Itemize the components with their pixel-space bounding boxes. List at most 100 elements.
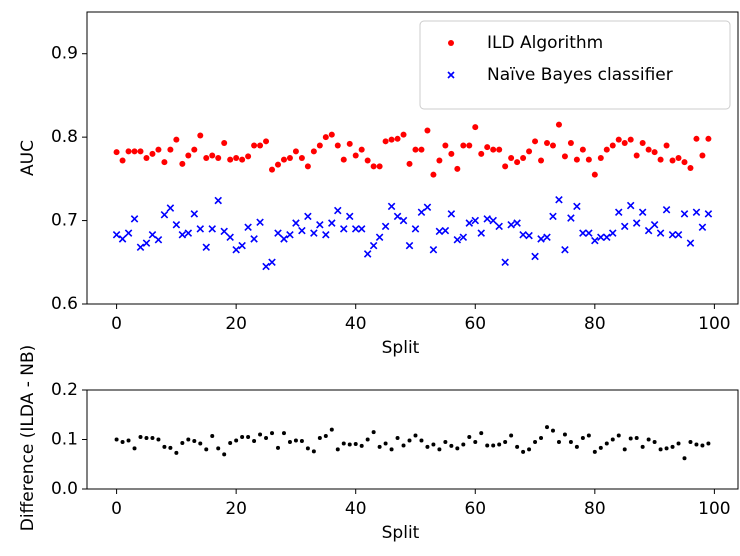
- point: [567, 139, 574, 146]
- point: [585, 156, 592, 163]
- point: [705, 135, 712, 142]
- point: [240, 435, 245, 440]
- point: [245, 153, 252, 160]
- point: [209, 152, 216, 159]
- point: [258, 432, 263, 437]
- point: [621, 139, 628, 146]
- point: [347, 442, 352, 447]
- point: [346, 140, 353, 147]
- point: [615, 136, 622, 143]
- point: [174, 450, 179, 455]
- point: [406, 160, 413, 167]
- point: [562, 432, 567, 437]
- point: [430, 171, 437, 178]
- point: [204, 447, 209, 452]
- point: [567, 214, 575, 222]
- point: [411, 225, 420, 233]
- point: [549, 142, 556, 149]
- point: [633, 152, 640, 159]
- point: [573, 156, 580, 163]
- point: [335, 447, 340, 452]
- point: [429, 246, 438, 254]
- point: [186, 437, 191, 442]
- legend-label: Naïve Bayes classifier: [487, 65, 673, 85]
- point: [328, 131, 335, 138]
- point: [527, 447, 532, 452]
- point: [676, 441, 681, 446]
- point: [198, 441, 203, 446]
- point: [664, 446, 669, 451]
- point: [533, 439, 538, 444]
- point: [286, 230, 294, 239]
- point: [363, 250, 372, 258]
- point: [626, 201, 635, 210]
- point: [221, 139, 228, 146]
- point: [568, 439, 573, 444]
- point: [698, 223, 707, 232]
- point: [281, 431, 286, 436]
- point: [419, 438, 424, 443]
- point: [531, 252, 539, 261]
- point: [226, 233, 234, 242]
- x-tick-label: 60: [464, 314, 486, 334]
- point: [162, 444, 167, 449]
- point: [328, 219, 336, 227]
- point: [120, 439, 125, 444]
- point: [585, 229, 593, 237]
- point: [399, 216, 408, 225]
- x-tick-label: 100: [698, 499, 730, 519]
- point: [694, 442, 699, 447]
- point: [292, 148, 299, 155]
- point: [262, 262, 270, 271]
- point: [525, 231, 533, 240]
- point: [471, 216, 480, 225]
- point: [496, 146, 503, 153]
- point: [645, 146, 652, 153]
- point: [688, 439, 693, 444]
- point: [555, 121, 562, 128]
- point: [461, 442, 466, 447]
- point: [435, 227, 444, 236]
- point: [196, 225, 205, 233]
- point: [693, 135, 700, 142]
- point: [341, 441, 346, 446]
- point: [513, 219, 521, 227]
- point: [454, 165, 461, 172]
- point: [627, 136, 634, 143]
- point: [478, 150, 485, 157]
- point: [197, 132, 204, 139]
- point: [460, 142, 467, 149]
- point: [646, 437, 651, 442]
- point: [609, 142, 616, 149]
- point: [316, 142, 323, 149]
- legend-marker: [447, 71, 455, 79]
- point: [436, 157, 443, 164]
- point: [603, 233, 611, 242]
- point: [377, 444, 382, 449]
- point: [310, 229, 318, 237]
- point: [699, 152, 706, 159]
- y-tick-label: 0.0: [51, 479, 78, 499]
- x-tick-label: 60: [464, 499, 486, 519]
- point: [580, 436, 585, 441]
- point: [263, 138, 270, 145]
- point: [393, 212, 402, 221]
- point: [674, 230, 683, 239]
- point: [233, 155, 240, 161]
- point: [514, 159, 521, 166]
- point: [113, 149, 120, 156]
- x-tick-label: 80: [584, 314, 606, 334]
- point: [227, 156, 234, 163]
- point: [455, 446, 460, 451]
- point: [467, 435, 472, 440]
- point: [256, 218, 264, 227]
- point: [597, 155, 604, 161]
- point: [483, 215, 491, 223]
- point: [549, 212, 557, 221]
- point: [322, 134, 329, 141]
- point: [651, 149, 658, 156]
- point: [358, 146, 365, 153]
- point: [573, 202, 581, 211]
- point: [323, 434, 328, 439]
